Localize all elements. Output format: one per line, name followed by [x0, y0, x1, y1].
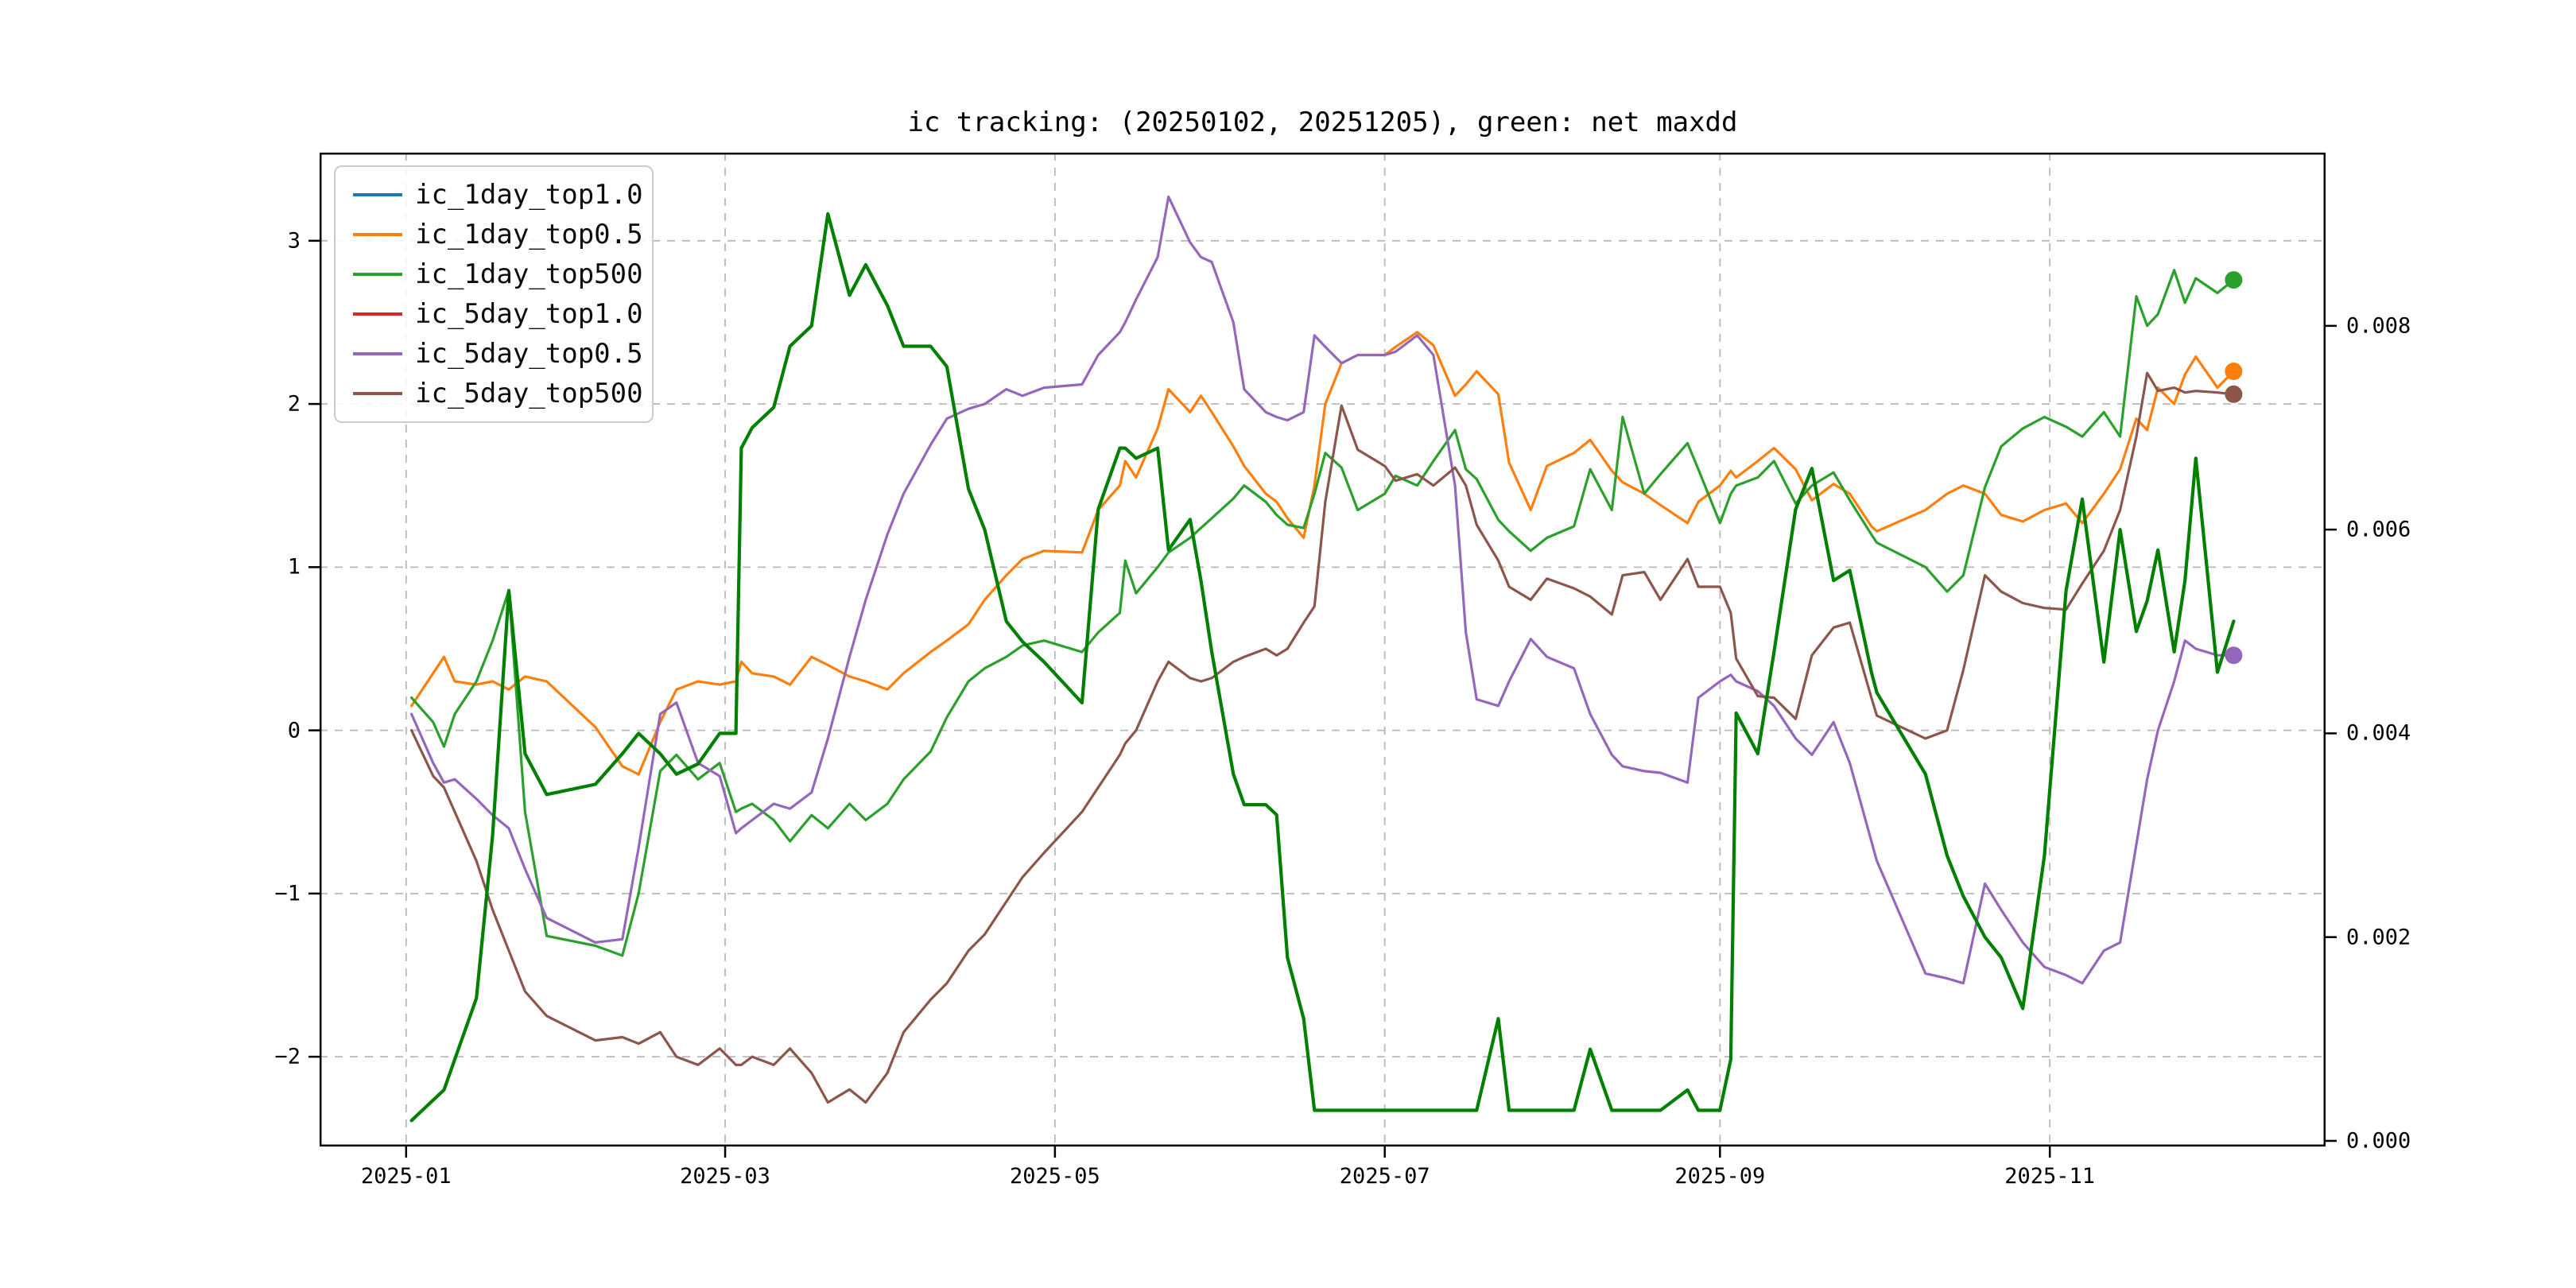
end-marker-ic_1day_top0.5	[2225, 363, 2243, 380]
legend-label: ic_1day_top500	[415, 258, 643, 290]
series-line-net_maxdd	[409, 211, 2236, 1123]
legend-entry-ic_1day_top0.5: ic_1day_top0.5	[336, 215, 652, 254]
legend-label: ic_1day_top0.5	[415, 219, 643, 250]
left-axis-label: −2	[274, 1044, 301, 1069]
right-axis-label: 0.006	[2346, 517, 2411, 542]
x-axis-label: 2025-11	[2004, 1164, 2096, 1189]
legend-entry-ic_5day_top0.5: ic_5day_top0.5	[336, 334, 652, 374]
legend-entry-ic_5day_top1.0: ic_5day_top1.0	[336, 294, 652, 334]
series-lines	[409, 195, 2236, 1123]
x-axis-label: 2025-07	[1339, 1164, 1430, 1189]
x-axis-label: 2025-01	[360, 1164, 452, 1189]
series-line-ic_1day_top0.5	[409, 331, 2235, 776]
left-axis-label: 1	[287, 554, 301, 580]
plot-border	[319, 152, 2326, 1147]
series-line-ic_1day_top500	[409, 269, 2235, 957]
plot-area	[308, 152, 2337, 1158]
x-axis-label: 2025-05	[1009, 1164, 1100, 1189]
legend-line-swatch	[353, 193, 402, 196]
series-line-ic_5day_top500	[409, 371, 2235, 1104]
legend-line-swatch	[353, 273, 402, 276]
left-axis-label: 2	[287, 391, 301, 417]
x-axis-label: 2025-09	[1674, 1164, 1766, 1189]
right-axis-label: 0.004	[2346, 720, 2411, 746]
axes-frame	[308, 152, 2337, 1158]
legend-label: ic_5day_top1.0	[415, 298, 643, 330]
right-axis-label: 0.000	[2346, 1128, 2411, 1154]
legend-entry-ic_5day_top500: ic_5day_top500	[336, 374, 652, 413]
right-axis-label: 0.002	[2346, 925, 2411, 950]
legend-entry-ic_1day_top500: ic_1day_top500	[336, 254, 652, 294]
left-axis-label: 0	[287, 718, 301, 743]
end-marker-ic_5day_top500	[2225, 385, 2243, 403]
legend-line-swatch	[353, 233, 402, 236]
x-axis-label: 2025-03	[680, 1164, 770, 1189]
end-marker-ic_1day_top500	[2225, 271, 2243, 289]
legend-label: ic_5day_top0.5	[415, 338, 643, 370]
series-end-markers	[2225, 271, 2243, 665]
right-axis-label: 0.008	[2346, 313, 2411, 339]
legend-line-swatch	[353, 392, 402, 395]
left-axis-label: 3	[287, 228, 301, 254]
legend-label: ic_1day_top1.0	[415, 179, 643, 211]
legend-entry-ic_1day_top1.0: ic_1day_top1.0	[336, 175, 652, 215]
gridlines	[320, 153, 2326, 1146]
end-marker-ic_5day_top0.5	[2225, 646, 2243, 665]
series-line-ic_5day_top0.5	[409, 195, 2235, 985]
legend-line-swatch	[353, 352, 402, 355]
legend-line-swatch	[353, 312, 402, 316]
legend-label: ic_5day_top500	[415, 378, 643, 409]
left-axis-label: −1	[274, 881, 301, 906]
chart-title: ic tracking: (20250102, 20251205), green…	[907, 107, 1738, 138]
legend-box: ic_1day_top1.0 ic_1day_top0.5 ic_1day_top5…	[334, 165, 654, 423]
